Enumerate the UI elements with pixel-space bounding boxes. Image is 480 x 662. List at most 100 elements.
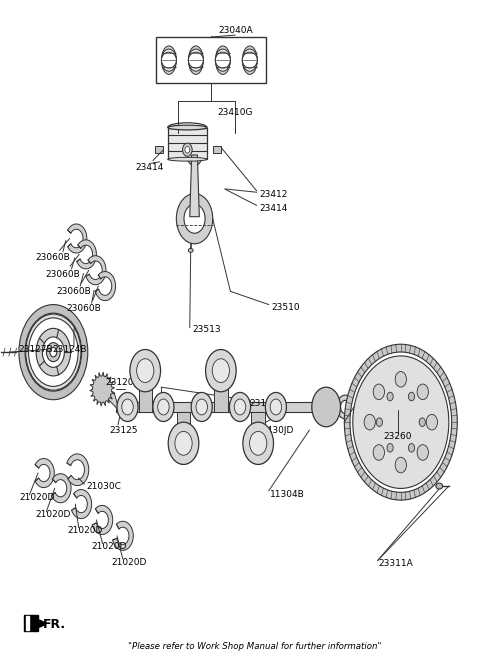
- Circle shape: [344, 344, 457, 500]
- Circle shape: [408, 444, 415, 452]
- Text: 21020D: 21020D: [20, 493, 55, 502]
- Circle shape: [185, 146, 190, 153]
- Text: 23412: 23412: [259, 191, 288, 199]
- Text: 23510: 23510: [271, 303, 300, 312]
- Ellipse shape: [216, 46, 230, 74]
- Text: 23060B: 23060B: [46, 269, 81, 279]
- Circle shape: [417, 445, 429, 460]
- Bar: [213, 146, 221, 153]
- Circle shape: [19, 305, 88, 400]
- Circle shape: [250, 432, 267, 455]
- Polygon shape: [252, 412, 265, 444]
- Polygon shape: [90, 372, 115, 406]
- Circle shape: [364, 414, 375, 430]
- Ellipse shape: [188, 49, 204, 71]
- Ellipse shape: [161, 46, 176, 74]
- Circle shape: [196, 399, 207, 415]
- Polygon shape: [214, 371, 228, 412]
- Circle shape: [100, 386, 105, 393]
- Bar: [155, 146, 163, 153]
- Ellipse shape: [188, 52, 204, 68]
- Text: 23060B: 23060B: [35, 252, 70, 261]
- Bar: [168, 128, 207, 160]
- Text: 23414: 23414: [259, 204, 288, 213]
- Circle shape: [97, 382, 108, 397]
- Ellipse shape: [216, 49, 230, 71]
- Text: 23060B: 23060B: [56, 287, 91, 296]
- Circle shape: [26, 314, 81, 390]
- Circle shape: [153, 393, 174, 422]
- Text: 11304B: 11304B: [270, 491, 304, 499]
- Polygon shape: [86, 256, 106, 285]
- Polygon shape: [190, 155, 199, 216]
- Circle shape: [229, 393, 251, 422]
- Circle shape: [42, 337, 64, 367]
- Ellipse shape: [242, 49, 257, 71]
- Polygon shape: [68, 224, 87, 253]
- Ellipse shape: [216, 52, 230, 68]
- Circle shape: [187, 144, 202, 166]
- Text: FR.: FR.: [43, 618, 66, 631]
- Circle shape: [243, 422, 274, 465]
- Polygon shape: [116, 402, 326, 412]
- Circle shape: [122, 399, 133, 415]
- Bar: [25, 616, 29, 630]
- Circle shape: [387, 402, 415, 442]
- Circle shape: [157, 399, 169, 415]
- Circle shape: [395, 457, 407, 473]
- Bar: [24, 615, 38, 631]
- Polygon shape: [139, 371, 152, 412]
- Circle shape: [190, 149, 199, 161]
- Text: 21020D: 21020D: [68, 526, 103, 535]
- Circle shape: [340, 401, 350, 414]
- Ellipse shape: [168, 125, 207, 130]
- Circle shape: [168, 422, 199, 465]
- Circle shape: [395, 371, 407, 387]
- Text: 21030C: 21030C: [86, 483, 121, 491]
- Polygon shape: [95, 386, 120, 411]
- Bar: [156, 37, 266, 83]
- Circle shape: [175, 432, 192, 455]
- Circle shape: [130, 350, 160, 392]
- Circle shape: [176, 193, 213, 244]
- Text: 23124B: 23124B: [52, 345, 87, 354]
- Text: 23410G: 23410G: [217, 109, 253, 117]
- Circle shape: [336, 395, 354, 419]
- Text: 21020D: 21020D: [112, 557, 147, 567]
- Polygon shape: [77, 240, 96, 269]
- Circle shape: [376, 418, 383, 426]
- Text: 23125: 23125: [110, 426, 138, 434]
- Circle shape: [182, 143, 192, 156]
- Text: 23040A: 23040A: [218, 26, 252, 35]
- Ellipse shape: [168, 158, 207, 161]
- Ellipse shape: [188, 46, 204, 74]
- Circle shape: [234, 399, 246, 415]
- Circle shape: [205, 350, 236, 392]
- Circle shape: [408, 392, 415, 401]
- Polygon shape: [51, 474, 71, 502]
- Text: 23311A: 23311A: [379, 559, 414, 568]
- Circle shape: [36, 328, 71, 376]
- Circle shape: [387, 444, 393, 452]
- Text: 1430JD: 1430JD: [262, 426, 294, 434]
- Circle shape: [373, 445, 384, 460]
- Text: 21020D: 21020D: [35, 510, 71, 519]
- Circle shape: [191, 393, 212, 422]
- Circle shape: [25, 313, 82, 391]
- Polygon shape: [95, 271, 116, 301]
- Ellipse shape: [161, 49, 176, 71]
- Text: 23513: 23513: [192, 325, 221, 334]
- Circle shape: [393, 411, 408, 433]
- Polygon shape: [72, 489, 92, 518]
- Polygon shape: [92, 505, 113, 534]
- Polygon shape: [67, 454, 89, 486]
- Polygon shape: [177, 412, 190, 444]
- Circle shape: [47, 343, 60, 361]
- Text: 23120: 23120: [105, 378, 133, 387]
- Circle shape: [419, 418, 425, 426]
- Text: 23414: 23414: [135, 163, 163, 171]
- Text: 21020D: 21020D: [92, 542, 127, 551]
- Text: 23127B: 23127B: [18, 345, 52, 354]
- Circle shape: [270, 399, 282, 415]
- Text: 23110: 23110: [250, 399, 278, 408]
